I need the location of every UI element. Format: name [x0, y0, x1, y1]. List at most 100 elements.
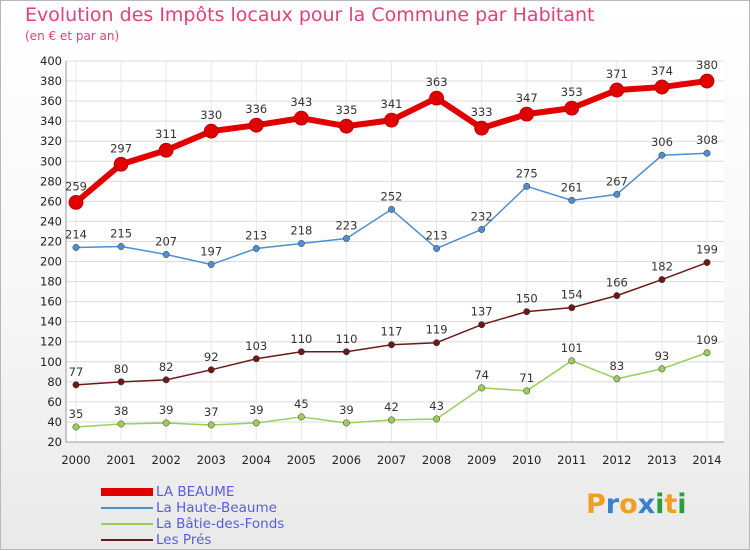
y-tick-label: 80 — [47, 375, 62, 389]
data-point — [654, 79, 670, 95]
data-label: 74 — [474, 368, 489, 382]
logo-letter: P — [586, 489, 606, 520]
x-tick-label: 2005 — [287, 453, 316, 467]
data-label: 341 — [381, 97, 403, 111]
data-point — [703, 259, 711, 266]
data-label: 150 — [516, 292, 538, 306]
data-label: 119 — [426, 323, 448, 337]
data-label: 80 — [114, 362, 129, 376]
data-point — [252, 245, 260, 252]
data-label: 39 — [249, 403, 264, 417]
data-point — [339, 118, 354, 134]
x-tick-label: 2010 — [512, 453, 541, 467]
data-point — [433, 339, 441, 347]
data-point — [342, 348, 350, 356]
data-label: 71 — [519, 371, 534, 385]
data-point — [117, 243, 125, 250]
x-tick-label: 2013 — [647, 453, 676, 467]
data-label: 110 — [290, 332, 312, 346]
data-point — [703, 149, 711, 157]
y-tick-label: 180 — [40, 275, 62, 289]
data-label: 330 — [200, 108, 222, 122]
y-tick-label: 100 — [40, 355, 62, 369]
proxiti-logo: Proxiti — [586, 489, 687, 520]
data-label: 101 — [561, 341, 583, 355]
data-point — [342, 235, 350, 242]
data-label: 83 — [610, 359, 625, 373]
data-point — [613, 375, 621, 383]
data-point — [388, 416, 395, 424]
data-label: 347 — [516, 91, 538, 105]
y-tick-label: 120 — [40, 335, 62, 349]
data-label: 213 — [426, 228, 448, 242]
data-label: 197 — [200, 245, 222, 259]
data-point — [68, 194, 84, 210]
data-point — [699, 73, 715, 89]
data-label: 343 — [290, 95, 312, 109]
data-point — [474, 120, 490, 136]
y-tick-label: 200 — [40, 255, 62, 269]
data-point — [478, 321, 486, 329]
data-point — [203, 123, 219, 139]
data-label: 82 — [159, 360, 174, 374]
legend-swatch — [101, 507, 153, 509]
data-label: 39 — [159, 403, 174, 417]
x-tick-label: 2003 — [197, 453, 226, 467]
data-point — [293, 110, 309, 126]
y-tick-label: 400 — [40, 54, 62, 68]
data-label: 371 — [606, 67, 628, 81]
data-label: 311 — [155, 127, 177, 141]
data-label: 374 — [651, 64, 673, 78]
data-point — [113, 156, 129, 172]
data-point — [478, 384, 486, 392]
legend-label: Les Prés — [156, 532, 212, 548]
data-label: 35 — [69, 407, 84, 421]
data-label: 77 — [69, 365, 84, 379]
x-tick-label: 2006 — [332, 453, 361, 467]
data-point — [429, 90, 444, 106]
data-label: 380 — [696, 58, 718, 72]
x-tick-label: 2004 — [242, 453, 271, 467]
data-label: 215 — [110, 226, 132, 240]
data-point — [252, 419, 260, 427]
data-label: 42 — [384, 400, 399, 414]
data-point — [523, 387, 531, 395]
x-tick-label: 2007 — [377, 453, 406, 467]
y-tick-label: 360 — [40, 94, 62, 108]
x-tick-label: 2000 — [61, 453, 90, 467]
data-label: 39 — [339, 403, 354, 417]
data-label: 308 — [696, 133, 718, 147]
data-point — [297, 240, 305, 247]
y-tick-label: 280 — [40, 174, 62, 188]
x-tick-label: 2002 — [152, 453, 181, 467]
data-label: 267 — [606, 174, 628, 188]
data-point — [478, 225, 486, 233]
logo-letter: r — [605, 489, 620, 520]
x-tick-label: 2012 — [602, 453, 631, 467]
x-tick-label: 2014 — [692, 453, 721, 467]
data-label: 336 — [245, 102, 267, 116]
y-tick-label: 160 — [40, 295, 62, 309]
data-label: 218 — [290, 223, 312, 237]
data-label: 213 — [245, 228, 267, 242]
data-point — [297, 348, 305, 356]
data-label: 166 — [606, 276, 628, 290]
data-point — [117, 420, 125, 428]
data-point — [248, 117, 264, 133]
logo-letter: i — [677, 489, 687, 520]
data-point — [388, 205, 395, 213]
legend-swatch — [101, 488, 153, 496]
x-tick-label: 2001 — [106, 453, 135, 467]
x-tick-label: 2009 — [467, 453, 496, 467]
data-point — [72, 244, 80, 251]
data-point — [433, 415, 441, 423]
y-tick-label: 220 — [40, 234, 62, 248]
data-point — [523, 308, 531, 316]
data-label: 333 — [471, 105, 493, 119]
data-point — [564, 100, 580, 116]
data-point — [117, 378, 125, 386]
data-point — [252, 355, 260, 363]
logo-letter: i — [655, 489, 665, 520]
logo-letter: o — [619, 489, 638, 520]
